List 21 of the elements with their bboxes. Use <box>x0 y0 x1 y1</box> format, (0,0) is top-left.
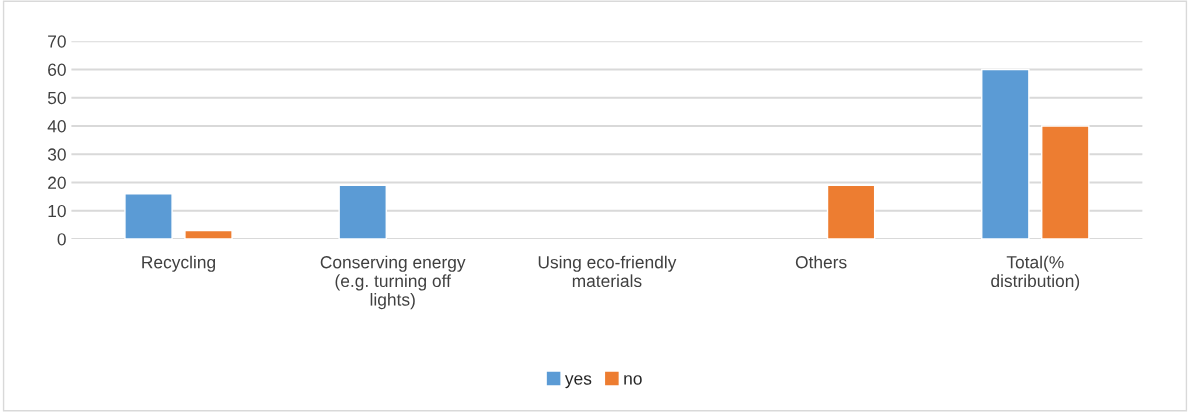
x-tick-label: Recycling <box>142 255 216 272</box>
y-tick-label: 20 <box>48 176 66 189</box>
y-tick-label: 40 <box>47 120 66 133</box>
x-tick-label: Total(% distribution) <box>991 255 1080 291</box>
bar <box>338 184 387 239</box>
y-tick-label: 70 <box>48 35 66 48</box>
y-tick-label: 30 <box>47 148 66 161</box>
y-tick-label: 0 <box>57 233 66 246</box>
legend-label: no <box>624 375 642 385</box>
x-tick-label: Conserving energy (e.g. turning off lights) <box>320 255 466 310</box>
bar <box>826 184 876 239</box>
bar <box>124 193 173 239</box>
bar <box>1041 125 1090 239</box>
legend-label: yes <box>564 375 592 389</box>
y-tick-label: 50 <box>47 91 66 105</box>
x-tick-label: Using eco-friendly materials <box>538 255 677 288</box>
bar <box>981 68 1030 239</box>
y-tick-label: 60 <box>48 63 66 76</box>
bar <box>184 229 233 239</box>
x-tick-label: Others <box>795 255 847 269</box>
y-tick-label: 10 <box>48 204 66 218</box>
